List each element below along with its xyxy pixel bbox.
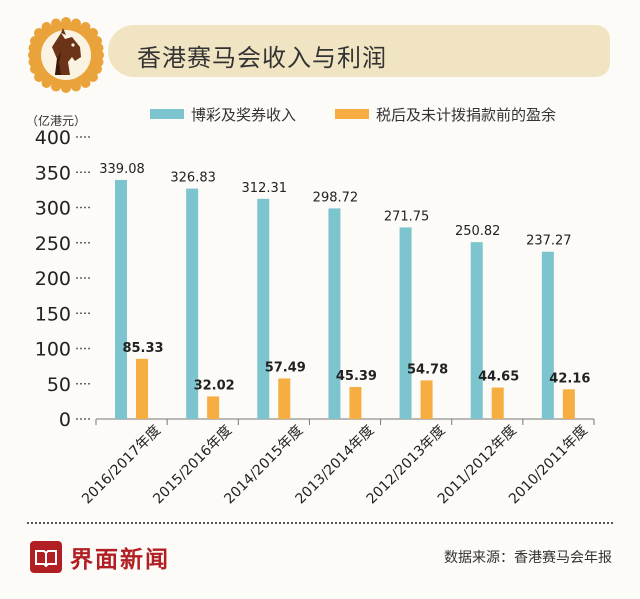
- y-axis-label: （亿港元）: [26, 114, 87, 128]
- bar-series1: [470, 242, 483, 419]
- bar-series2: [420, 380, 433, 419]
- y-tick-label: 300: [35, 198, 71, 220]
- bar-series1: [328, 208, 341, 419]
- bar-series2: [207, 396, 220, 419]
- chart-title: 香港赛马会收入与利润: [137, 44, 387, 72]
- legend-swatch-series1: [150, 109, 184, 119]
- legend-swatch-series2: [335, 109, 369, 119]
- y-tick-label: 200: [35, 268, 71, 290]
- brand-name: 界面新闻: [70, 547, 170, 573]
- horse-head-icon: [28, 17, 104, 93]
- data-label-series1: 298.72: [313, 190, 359, 205]
- data-label-series2: 85.33: [122, 341, 163, 356]
- data-label-series1: 326.83: [170, 171, 216, 186]
- data-label-series2: 42.16: [549, 371, 590, 386]
- bar-series2: [491, 387, 504, 419]
- bar-series1: [186, 188, 199, 419]
- data-label-series2: 44.65: [478, 370, 519, 385]
- y-tick-label: 100: [35, 339, 71, 361]
- legend-label-series2: 税后及未计拨捐款前的盈余: [376, 106, 557, 124]
- data-label-series2: 32.02: [194, 378, 235, 393]
- y-tick-label: 250: [35, 233, 71, 255]
- data-label-series1: 237.27: [526, 234, 572, 249]
- data-label-series2: 57.49: [265, 360, 306, 375]
- y-tick-label: 150: [35, 303, 71, 325]
- y-tick-label: 350: [35, 162, 71, 184]
- bar-series2: [278, 378, 291, 419]
- bar-series1: [541, 251, 554, 419]
- title-banner: [108, 25, 610, 77]
- data-label-series2: 45.39: [336, 369, 377, 384]
- bar-series2: [349, 387, 362, 419]
- y-tick-label: 400: [35, 127, 71, 149]
- data-label-series1: 250.82: [455, 224, 501, 239]
- bar-series2: [562, 389, 575, 419]
- x-tick-label: 2010/2011年度: [506, 423, 591, 508]
- book-logo-icon: [30, 541, 62, 573]
- data-label-series2: 54.78: [407, 362, 448, 377]
- footer-divider: [27, 522, 613, 524]
- data-label-series1: 312.31: [242, 181, 288, 196]
- legend-label-series1: 博彩及奖券收入: [191, 106, 297, 124]
- bar-series2: [136, 358, 148, 419]
- bar-series1: [399, 227, 412, 419]
- bar-series1: [257, 198, 270, 419]
- bar-series1: [115, 179, 127, 419]
- y-tick-label: 0: [59, 409, 71, 431]
- data-label-series1: 339.08: [99, 162, 145, 177]
- y-tick-label: 50: [47, 374, 71, 396]
- data-label-series1: 271.75: [384, 209, 430, 224]
- data-source: 数据来源：香港赛马会年报: [444, 550, 612, 566]
